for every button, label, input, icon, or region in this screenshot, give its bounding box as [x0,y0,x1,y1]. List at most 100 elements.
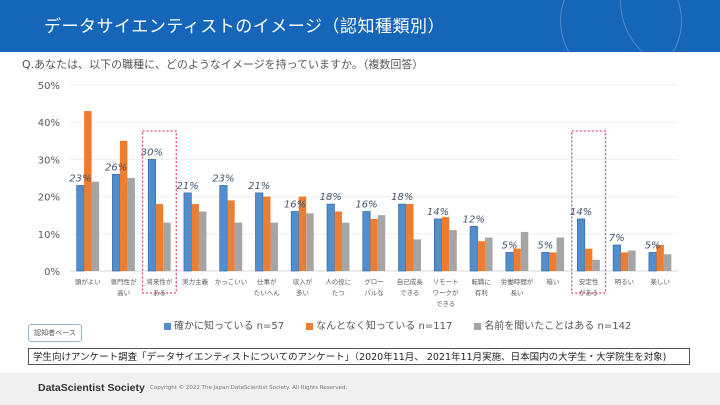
bar [477,241,486,271]
bar [334,211,342,271]
footer: DataScientist Society Copyright © 2022 T… [0,373,720,405]
category-label: 人の役に [325,277,351,286]
brand-logo: DataScientist Society [38,382,145,394]
legend-item: なんとなく知っている n=117 [306,317,452,332]
y-tick-label: 50% [38,81,60,92]
legend-label: 名前を聞いたことはある n=142 [484,321,632,332]
bar [513,248,521,271]
bar [255,192,264,272]
bar [155,204,164,271]
data-label: 5% [537,240,553,251]
category-label: 頭がよい [75,277,101,286]
bar [413,239,422,271]
bar [520,231,529,271]
bar [234,222,243,271]
y-tick-label: 10% [38,230,60,241]
category-label: 楽しい [650,277,670,286]
bar [163,222,171,271]
category-label: 暗い [546,277,559,286]
bar [91,181,100,271]
question-text: Q.あなたは、以下の職種に、どのようなイメージを持っていますか。（複数回答） [22,58,424,71]
bar [656,244,664,271]
y-tick-label: 20% [38,193,60,204]
category-label: たいへん [254,289,281,297]
bar [326,203,335,272]
bar [592,259,600,271]
bar [227,200,235,271]
bar [433,218,443,272]
bar [398,203,407,272]
category-label: 長い [511,289,524,297]
highlight-box [141,130,177,294]
y-tick-label: 30% [38,155,60,166]
bar [541,252,550,272]
data-label: 30% [141,147,163,158]
bar [577,218,586,272]
bar [306,213,314,271]
bar [370,218,378,271]
bar [648,252,657,272]
bar [505,252,514,272]
bar [556,237,565,271]
bar [84,111,92,271]
category-label: 高い [117,288,130,297]
legend-swatch [306,322,314,330]
category-label: ワークが [433,288,460,297]
basis-badge: 認知者ベース [28,324,82,342]
category-label: かっこいい [215,278,248,286]
legend-swatch [474,322,482,330]
legend-label: なんとなく知っている n=117 [316,321,453,332]
bar [290,211,300,272]
legend-swatch [164,322,171,330]
source-note: 学生向けアンケート調査「データサイエンティストについてのアンケート」（2020年… [28,348,690,365]
bar [584,248,593,271]
data-label: 16% [355,199,377,210]
bar [377,215,386,271]
bar [620,252,629,271]
bar [127,178,135,271]
bar [469,226,478,272]
y-tick-label: 40% [38,118,60,129]
bar [663,254,672,271]
page-title: データサイエンティストのイメージ（認知種類別） [44,17,445,37]
data-label: 21% [177,181,199,192]
bar [612,244,621,272]
data-label: 21% [248,181,270,192]
bar [262,196,271,271]
bar [485,237,493,271]
category-label: 有利 [475,288,488,297]
bar [406,204,414,271]
bar [198,211,207,271]
category-label: グロー [364,277,384,286]
legend-label: 確かに知っている n=57 [174,321,285,332]
data-label: 14% [427,207,449,218]
data-label: 26% [105,162,127,173]
bar [362,211,371,272]
category-label: 多い [296,288,309,297]
bar [76,185,85,272]
data-label: 23% [212,173,234,184]
bar [341,222,350,271]
category-label: バルな [364,289,384,297]
category-label: 仕事が [257,277,277,286]
bar [147,159,156,272]
bar [119,140,128,271]
bar [449,230,457,271]
bar [298,196,307,271]
category-label: 実力主義 [182,277,209,286]
slide-header: データサイエンティストのイメージ（認知種類別） [0,0,720,52]
category-label: リモート [433,278,459,286]
category-label: 専門性が [111,277,138,286]
bar [270,222,278,271]
category-label: 労働時間が [501,277,534,286]
data-label: 18% [391,192,413,203]
category-label: 明るい [615,278,635,286]
bar [219,185,228,272]
category-label: 自己成長 [397,277,424,286]
data-label: 7% [609,233,625,244]
category-label: できる [436,300,455,308]
bar [183,192,192,272]
category-label: できる [400,289,419,297]
data-label: 5% [502,240,518,251]
